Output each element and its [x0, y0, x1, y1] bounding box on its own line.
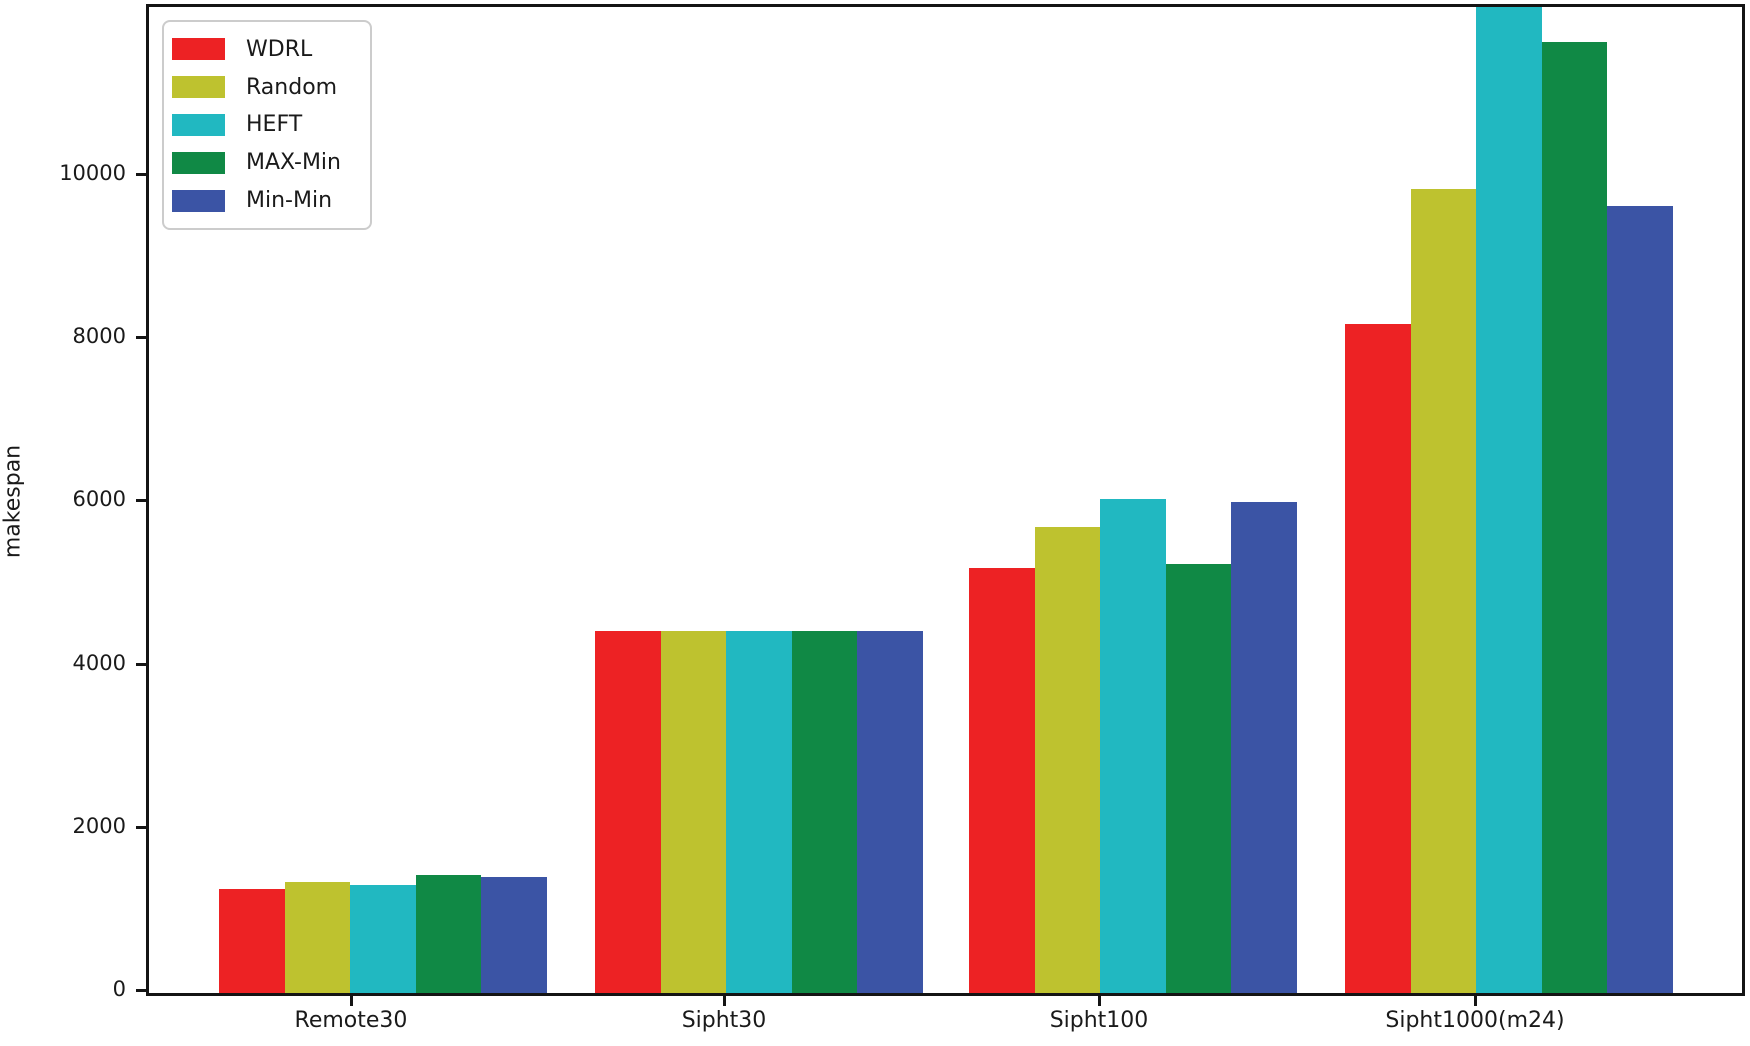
legend-swatch-icon [172, 151, 225, 174]
bar-min-min-sipht30 [857, 630, 923, 993]
legend-label: WDRL [246, 36, 313, 62]
bar-wdrl-sipht1000(m24) [1345, 323, 1411, 993]
legend-label: Min-Min [246, 188, 333, 214]
y-tick-mark [136, 336, 146, 340]
y-tick-mark [136, 989, 146, 992]
x-tick-label-sipht30: Sipht30 [681, 1008, 767, 1033]
legend-swatch-icon [172, 76, 225, 99]
y-tick-mark [136, 825, 146, 829]
x-tick-mark [1474, 996, 1477, 1006]
bar-heft-sipht30 [726, 630, 792, 993]
bar-heft-sipht100 [1100, 499, 1166, 993]
legend-label: Random [246, 74, 338, 100]
bar-wdrl-sipht30 [595, 630, 661, 993]
x-tick-label-sipht1000(m24): Sipht1000(m24) [1385, 1008, 1565, 1033]
legend-swatch-icon [172, 113, 225, 136]
bar-max-min-remote30 [415, 874, 482, 993]
x-tick-mark [723, 996, 726, 1006]
y-tick-label: 4000 [72, 650, 126, 675]
x-tick-mark [350, 996, 353, 1006]
bar-min-min-sipht1000(m24) [1607, 206, 1673, 993]
legend-entry-min-min: Min-Min [164, 188, 370, 213]
bar-min-min-remote30 [481, 877, 547, 993]
bar-random-sipht1000(m24) [1410, 188, 1477, 993]
y-tick-label: 2000 [72, 813, 126, 838]
legend-label: MAX-Min [246, 150, 341, 176]
y-tick-mark [136, 662, 146, 666]
bar-random-remote30 [284, 882, 351, 993]
y-tick-label: 10000 [59, 161, 126, 186]
legend-entry-heft: HEFT [164, 112, 370, 137]
legend-entry-random: Random [164, 75, 370, 100]
x-tick-label-remote30: Remote30 [294, 1008, 408, 1033]
y-tick-label: 6000 [72, 487, 126, 512]
bar-heft-sipht1000(m24) [1476, 7, 1542, 993]
plot-area: WDRL Random HEFT MAX-Min Min-Min [146, 4, 1745, 996]
bar-max-min-sipht30 [791, 630, 858, 993]
bar-wdrl-sipht100 [969, 567, 1035, 993]
legend-entry-wdrl: WDRL [164, 37, 370, 62]
x-tick-mark [1098, 996, 1101, 1006]
legend-label: HEFT [246, 112, 303, 138]
bar-max-min-sipht100 [1165, 564, 1232, 993]
legend-swatch-icon [172, 38, 225, 61]
bar-min-min-sipht100 [1231, 502, 1297, 993]
legend: WDRL Random HEFT MAX-Min Min-Min [162, 20, 372, 230]
y-tick-label: 0 [112, 977, 126, 1001]
legend-swatch-icon [172, 189, 225, 212]
bar-random-sipht100 [1034, 526, 1101, 993]
bar-max-min-sipht1000(m24) [1541, 42, 1608, 993]
y-tick-mark [136, 499, 146, 503]
bar-random-sipht30 [660, 630, 727, 993]
legend-entry-max-min: MAX-Min [164, 150, 370, 175]
y-tick-label: 8000 [72, 324, 126, 349]
bar-heft-remote30 [350, 884, 416, 993]
y-tick-mark [136, 173, 146, 177]
bar-wdrl-remote30 [219, 889, 285, 993]
x-tick-label-sipht100: Sipht100 [1049, 1008, 1149, 1033]
